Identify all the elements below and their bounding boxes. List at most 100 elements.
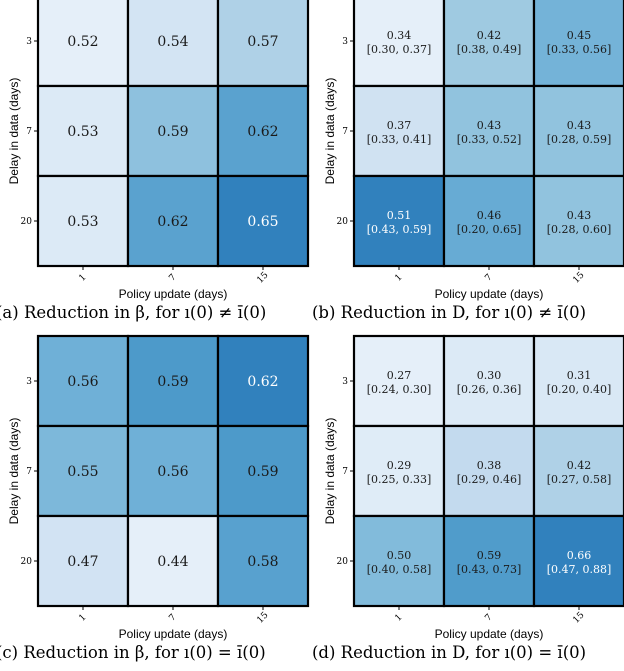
cell-value-label: 0.43 [477,119,502,132]
cell-value-label: 0.57 [247,34,278,50]
cell-value-label: 0.44 [157,554,188,570]
x-tick-label: 7 [167,612,178,623]
heatmap-cell [532,174,624,268]
heatmap-panel-4: 0.27[0.24, 0.30]0.30[0.26, 0.36]0.31[0.2… [312,334,624,662]
cell-value-label: 0.59 [247,464,278,480]
cell-value-label: 0.53 [67,124,98,140]
x-tick-label: 1 [393,612,404,623]
heatmap-panel-1: 0.52 0.54 0.57 0.53 0.59 0.62 0.53 0.62 0.65 3 7 20… [0,0,310,322]
cell-value-label: 0.50 [387,549,412,562]
cell-value-label: 0.31 [567,369,592,382]
x-tick-label: 1 [77,612,88,623]
y-tick-label: 3 [26,377,32,387]
x-tick-label: 15 [255,270,270,285]
y-axis-label: Delay in data (days) [323,78,337,185]
cell-interval-label: [0.47, 0.88] [547,563,612,576]
x-axis-label: Policy update (days) [119,627,228,641]
y-tick-label: 20 [337,217,349,227]
cell-value-label: 0.59 [157,374,188,390]
cell-value-label: 0.47 [67,554,98,570]
cell-interval-label: [0.25, 0.33] [367,473,432,486]
cell-value-label: 0.42 [477,29,502,42]
y-tick-label: 20 [337,557,349,567]
cell-value-label: 0.66 [567,549,592,562]
x-tick-label: 15 [571,270,586,285]
heatmap-cell [126,514,220,608]
cell-interval-label: [0.30, 0.37] [367,43,432,56]
cell-value-label: 0.51 [387,209,412,222]
cell-value-label: 0.30 [477,369,502,382]
heatmap-panel-3: 0.56 0.59 0.62 0.55 0.56 0.59 0.47 0.44 0.58 3 7 20… [0,334,310,662]
panel-caption: (b) Reduction in D, for ı(0) ≠ ı̄(0) [312,303,586,322]
cell-value-label: 0.62 [157,214,188,230]
cell-value-label: 0.56 [67,374,98,390]
heatmap-cell [532,514,624,608]
cell-interval-label: [0.28, 0.60] [547,223,612,236]
heatmap-cell [36,334,130,428]
y-tick-label: 7 [26,127,32,137]
y-tick-label: 7 [26,467,32,477]
cell-value-label: 0.38 [477,459,502,472]
heatmap-cell [216,0,310,88]
y-tick-label: 7 [342,127,348,137]
cell-value-label: 0.37 [387,119,412,132]
cell-value-label: 0.58 [247,554,278,570]
heatmap-cell [216,424,310,518]
cell-interval-label: [0.28, 0.59] [547,133,612,146]
x-axis-label: Policy update (days) [119,287,228,301]
cell-value-label: 0.62 [247,124,278,140]
cell-value-label: 0.56 [157,464,188,480]
heatmap-cell [442,0,536,88]
y-axis-label: Delay in data (days) [7,78,21,185]
cell-interval-label: [0.24, 0.30] [367,383,432,396]
x-axis-label: Policy update (days) [435,287,544,301]
cell-interval-label: [0.33, 0.56] [547,43,612,56]
heatmap-cell [216,514,310,608]
x-tick-label: 1 [77,272,88,283]
cell-interval-label: [0.27, 0.58] [547,473,612,486]
cell-value-label: 0.46 [477,209,502,222]
cell-value-label: 0.43 [567,209,592,222]
cell-value-label: 0.55 [67,464,98,480]
x-tick-label: 7 [483,272,494,283]
cell-value-label: 0.59 [477,549,502,562]
y-axis-label: Delay in data (days) [7,418,21,525]
panel-caption: (c) Reduction in β, for ı(0) = ı̄(0) [0,643,266,662]
x-tick-label: 1 [393,272,404,283]
cell-value-label: 0.29 [387,459,412,472]
cell-value-label: 0.53 [67,214,98,230]
cell-interval-label: [0.20, 0.40] [547,383,612,396]
heatmap-cell [36,84,130,178]
y-tick-label: 3 [342,37,348,47]
y-tick-label: 7 [342,467,348,477]
cell-interval-label: [0.43, 0.59] [367,223,432,236]
heatmap-cell [36,514,130,608]
cell-value-label: 0.54 [157,34,188,50]
cell-value-label: 0.27 [387,369,412,382]
y-tick-label: 3 [26,37,32,47]
panel-caption: (d) Reduction in D, for ı(0) = ı̄(0) [312,643,586,662]
cell-interval-label: [0.26, 0.36] [457,383,522,396]
cell-interval-label: [0.33, 0.41] [367,133,432,146]
x-tick-label: 15 [571,610,586,625]
cell-value-label: 0.59 [157,124,188,140]
cell-interval-label: [0.38, 0.49] [457,43,522,56]
y-axis-label: Delay in data (days) [323,418,337,525]
x-tick-label: 7 [167,272,178,283]
heatmap-cell [216,334,310,428]
heatmap-panel-2: 0.34[0.30, 0.37]0.42[0.38, 0.49]0.45[0.3… [312,0,624,322]
x-tick-label: 7 [483,612,494,623]
cell-interval-label: [0.43, 0.73] [457,563,522,576]
heatmap-cell [126,0,220,88]
heatmap-cell [532,424,624,518]
cell-value-label: 0.42 [567,459,592,472]
cell-value-label: 0.62 [247,374,278,390]
cell-value-label: 0.65 [247,214,278,230]
cell-value-label: 0.34 [387,29,412,42]
cell-interval-label: [0.33, 0.52] [457,133,522,146]
cell-value-label: 0.45 [567,29,592,42]
heatmap-cell [36,174,130,268]
y-tick-label: 3 [342,377,348,387]
x-axis-label: Policy update (days) [435,627,544,641]
